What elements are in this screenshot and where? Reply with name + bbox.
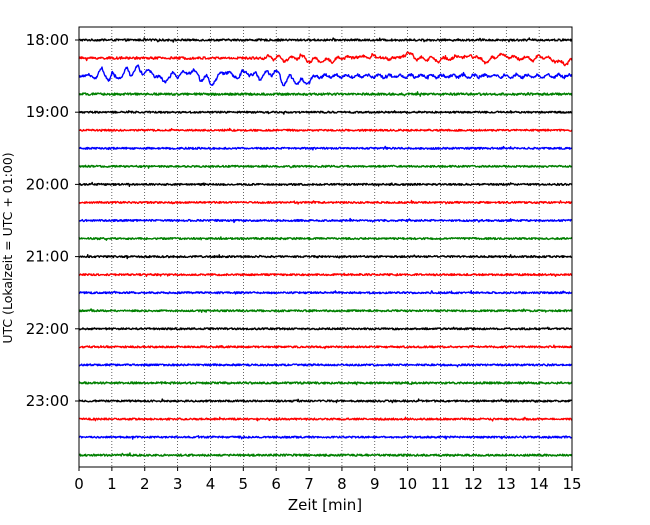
- grid-lines: [111, 27, 540, 467]
- trace-2130: [78, 290, 573, 295]
- trace-1830: [78, 64, 573, 87]
- trace-2145: [78, 308, 573, 313]
- trace-2115: [78, 272, 573, 278]
- trace-1915: [78, 127, 573, 132]
- x-axis-label: Zeit [min]: [288, 496, 362, 514]
- trace-2030: [78, 217, 573, 224]
- trace-2245: [78, 381, 573, 386]
- trace-2315: [78, 416, 573, 422]
- trace-2345: [78, 452, 573, 457]
- y-axis-ticks: 18:00 19:00 20:00 21:00 22:00 23:00: [26, 31, 79, 410]
- trace-2300: [78, 398, 573, 404]
- x-tick-label: 10: [398, 475, 417, 493]
- trace-2100: [78, 254, 573, 260]
- y-tick-label: 18:00: [26, 31, 69, 49]
- trace-1815: [78, 51, 573, 67]
- trace-group: [78, 37, 573, 457]
- y-tick-label: 21:00: [26, 248, 69, 266]
- trace-1900: [78, 110, 573, 115]
- x-axis-ticks: 0 1 2 3 4 5 6 7 8 9 10 11 12 13 14 15: [74, 467, 582, 493]
- x-tick-label: 4: [206, 475, 216, 493]
- trace-2000: [78, 181, 573, 188]
- x-tick-label: 0: [74, 475, 84, 493]
- x-tick-label: 9: [370, 475, 380, 493]
- y-axis-label: UTC (Lokalzeit = UTC + 01:00): [0, 152, 15, 343]
- x-tick-label: 7: [304, 475, 314, 493]
- y-tick-label: 23:00: [26, 392, 69, 410]
- trace-2200: [78, 326, 573, 331]
- x-tick-label: 15: [562, 475, 581, 493]
- trace-1845: [78, 91, 573, 97]
- trace-2045: [78, 236, 573, 241]
- trace-1945: [78, 164, 573, 169]
- x-tick-label: 12: [464, 475, 483, 493]
- y-tick-label: 20:00: [26, 175, 69, 193]
- trace-2330: [78, 435, 573, 440]
- trace-1930: [78, 145, 573, 151]
- x-tick-label: 14: [530, 475, 549, 493]
- trace-2015: [78, 199, 573, 205]
- x-tick-label: 6: [271, 475, 281, 493]
- x-tick-label: 8: [337, 475, 347, 493]
- x-tick-label: 5: [239, 475, 249, 493]
- plot-frame: [78, 26, 573, 468]
- x-tick-label: 13: [497, 475, 516, 493]
- x-tick-label: 3: [173, 475, 183, 493]
- trace-1800: [78, 37, 573, 43]
- x-tick-label: 11: [431, 475, 450, 493]
- trace-2230: [78, 363, 573, 368]
- y-tick-label: 19:00: [26, 103, 69, 121]
- y-tick-label: 22:00: [26, 320, 69, 338]
- x-tick-label: 2: [140, 475, 150, 493]
- trace-2215: [78, 344, 573, 350]
- x-tick-label: 1: [107, 475, 117, 493]
